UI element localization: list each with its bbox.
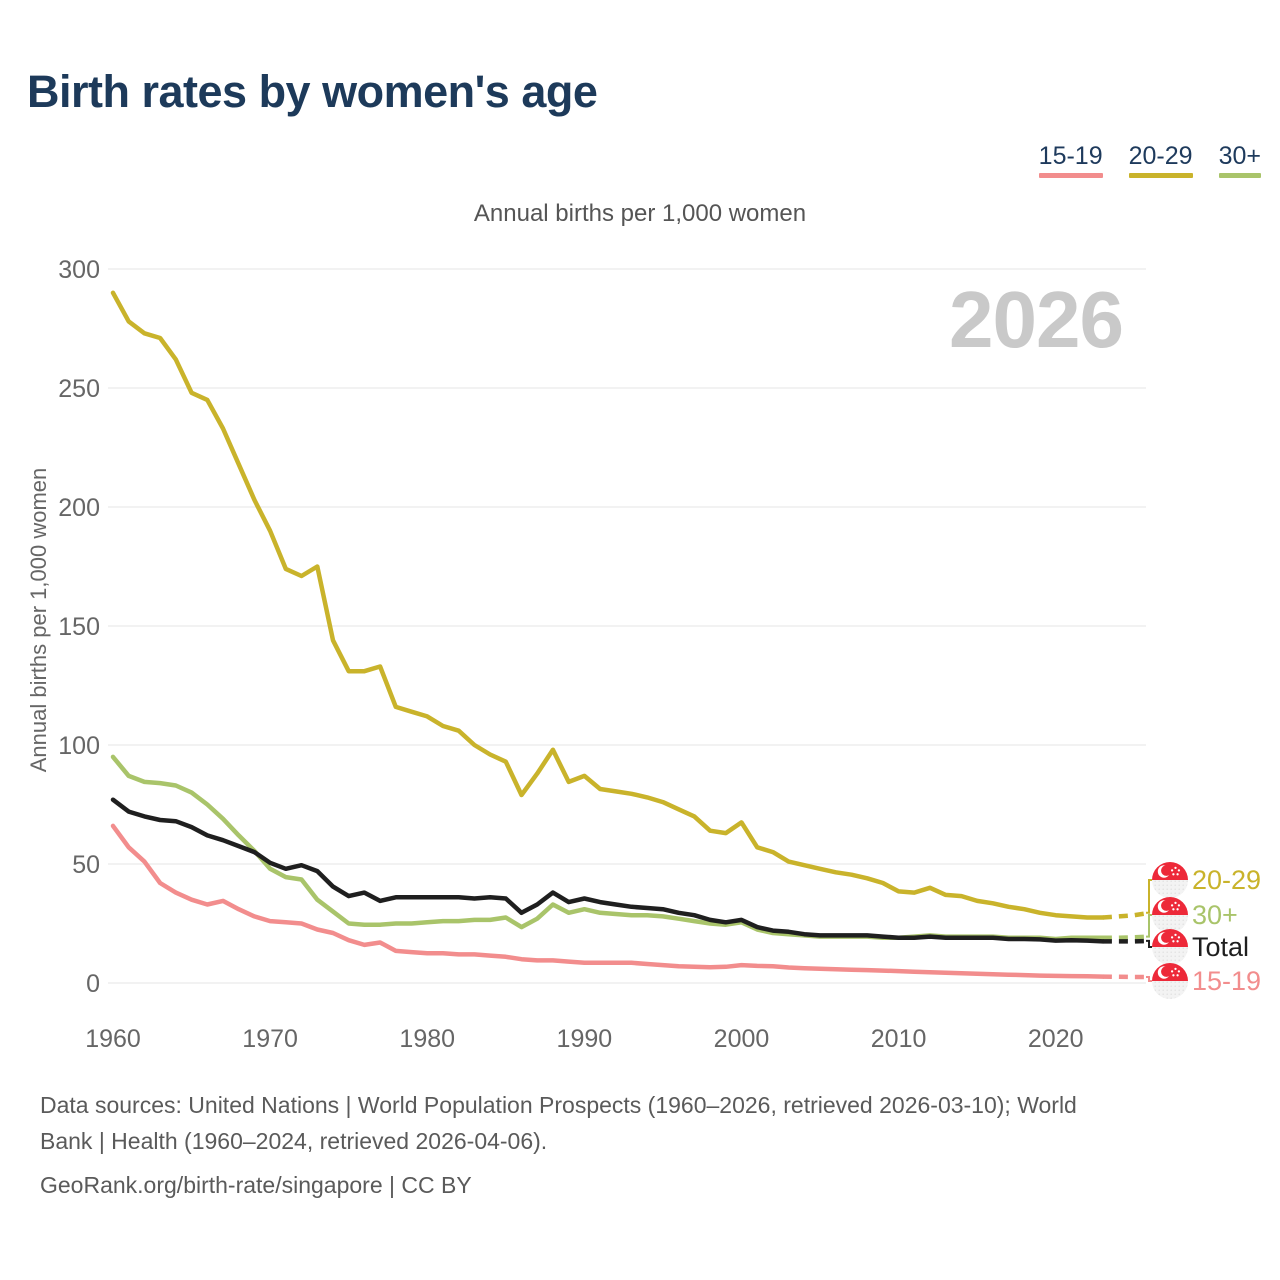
page-title: Birth rates by women's age xyxy=(27,66,598,117)
x-tick-label: 2020 xyxy=(1028,1025,1084,1053)
y-tick-label: 100 xyxy=(58,732,100,760)
y-tick-label: 0 xyxy=(86,970,100,998)
chart-subtitle: Annual births per 1,000 women xyxy=(474,200,806,227)
series-end-labels: 20-29 30+Total 15-19 xyxy=(1146,862,1261,999)
legend-item-label: 20-29 xyxy=(1128,142,1193,170)
end-label-text: 15-19 xyxy=(1192,966,1261,996)
end-label-text: 30+ xyxy=(1192,900,1238,930)
x-tick-label: 1970 xyxy=(242,1025,298,1053)
series-line-15-19[interactable] xyxy=(110,823,1106,979)
singapore-flag-icon xyxy=(1152,862,1188,898)
legend-item-20-29[interactable]: 20-29 xyxy=(1128,142,1193,179)
series-line-20-29[interactable] xyxy=(110,290,1106,920)
legend-item-30+[interactable]: 30+ xyxy=(1218,142,1261,179)
end-label-connector xyxy=(1146,879,1152,914)
footer: Data sources: United Nations | World Pop… xyxy=(40,1087,1077,1203)
series-lines xyxy=(110,290,1151,980)
gridlines xyxy=(108,268,1146,984)
end-label-connector xyxy=(1146,914,1152,938)
series-projection-20-29[interactable] xyxy=(1102,910,1151,920)
singapore-flag-icon xyxy=(1152,963,1188,999)
y-tick-label: 250 xyxy=(58,375,100,403)
data-sources-line-1: Data sources: United Nations | World Pop… xyxy=(40,1092,1077,1118)
x-tick-label: 2010 xyxy=(871,1025,927,1053)
x-tick-label: 1990 xyxy=(557,1025,613,1053)
singapore-flag-icon xyxy=(1152,929,1188,965)
y-tick-label: 50 xyxy=(72,851,100,879)
legend: 15-19 20-29 30+ xyxy=(1038,142,1261,179)
end-label-text: 20-29 xyxy=(1192,865,1261,895)
y-tick-label: 200 xyxy=(58,494,100,522)
attribution-link[interactable]: GeoRank.org/birth-rate/singapore | CC BY xyxy=(40,1172,472,1198)
legend-item-15-19[interactable]: 15-19 xyxy=(1038,142,1103,179)
series-line-Total[interactable] xyxy=(110,797,1106,944)
y-axis-title: Annual births per 1,000 women xyxy=(26,468,51,773)
data-sources-text: Data sources: United Nations | World Pop… xyxy=(40,1087,1077,1159)
end-label-30+: 30+ xyxy=(1146,897,1238,938)
year-watermark: 2026 xyxy=(949,275,1123,364)
end-label-15-19: 15-19 xyxy=(1146,963,1261,999)
legend-color-bar xyxy=(1128,173,1193,179)
legend-item-label: 15-19 xyxy=(1038,142,1103,170)
end-label-connector xyxy=(1146,939,1152,948)
series-projection-30+[interactable] xyxy=(1102,934,1151,941)
x-tick-label: 1960 xyxy=(85,1025,141,1053)
end-label-text: Total xyxy=(1192,932,1249,962)
axis-tick-labels: 0 50 100 150 200 250 300 1960 1970 1980 1990 2000 20… xyxy=(58,256,1083,1053)
x-tick-label: 2000 xyxy=(714,1025,770,1053)
series-line-30+[interactable] xyxy=(110,754,1106,942)
data-sources-line-2: Bank | Health (1960–2024, retrieved 2026… xyxy=(40,1128,548,1154)
x-tick-label: 1980 xyxy=(399,1025,455,1053)
end-label-20-29: 20-29 xyxy=(1146,862,1261,914)
legend-item-label: 30+ xyxy=(1218,142,1261,170)
end-label-connector xyxy=(1146,976,1152,982)
end-label-Total: Total xyxy=(1146,929,1249,965)
legend-color-bar xyxy=(1218,173,1261,179)
series-projection-Total[interactable] xyxy=(1102,938,1151,944)
y-tick-label: 300 xyxy=(58,256,100,284)
y-tick-label: 150 xyxy=(58,613,100,641)
legend-color-bar xyxy=(1038,173,1103,179)
singapore-flag-icon xyxy=(1152,897,1188,933)
